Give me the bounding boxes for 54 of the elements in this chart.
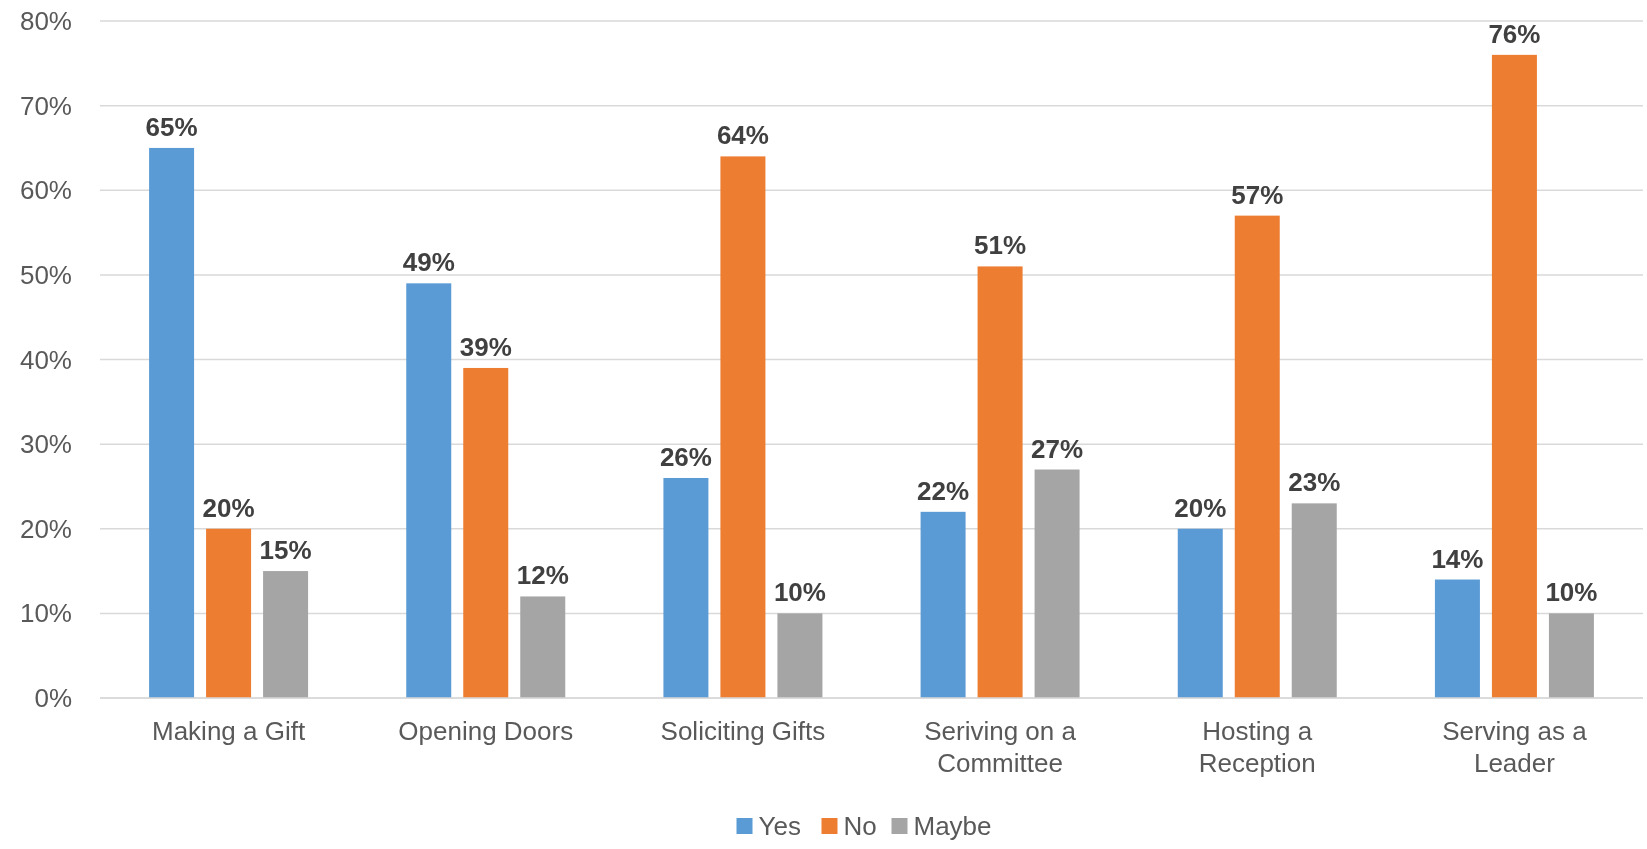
bar: [720, 156, 766, 698]
y-tick-label: 0%: [34, 683, 72, 714]
bar: [406, 283, 452, 698]
bar: [1491, 54, 1537, 698]
data-label: 15%: [259, 535, 312, 566]
data-label: 14%: [1431, 543, 1484, 574]
bar: [520, 596, 566, 698]
bar: [1177, 528, 1223, 698]
bar: [463, 367, 509, 698]
y-tick-label: 60%: [19, 175, 72, 206]
bar: [1548, 613, 1594, 698]
bar: [263, 571, 309, 698]
x-tick-label: Hosting a Reception: [1198, 716, 1316, 778]
data-label: 76%: [1488, 18, 1541, 49]
data-label: 20%: [202, 492, 255, 523]
data-label: 57%: [1231, 179, 1284, 210]
x-tick-label: Seriving on a Committee: [924, 716, 1077, 778]
x-tick-label: Soliciting Gifts: [660, 716, 826, 746]
bar: [149, 147, 195, 698]
data-label: 65%: [145, 111, 198, 142]
y-tick-label: 80%: [19, 6, 72, 37]
data-label: 22%: [917, 475, 970, 506]
y-tick-label: 70%: [19, 90, 72, 121]
bar: [1034, 469, 1080, 698]
data-label: 49%: [402, 247, 455, 278]
data-label: 23%: [1288, 467, 1341, 498]
y-tick-label: 20%: [19, 513, 72, 544]
data-label: 10%: [1545, 577, 1598, 608]
y-tick-label: 10%: [19, 598, 72, 629]
bar: [206, 528, 252, 698]
bar: [977, 266, 1023, 698]
data-label: 51%: [974, 230, 1027, 261]
x-tick-label: Serving as a Leader: [1442, 716, 1588, 778]
bar: [1234, 215, 1280, 698]
y-tick-label: 40%: [19, 344, 72, 375]
legend-label: Maybe: [913, 811, 992, 841]
data-label: 20%: [1174, 492, 1227, 523]
bar: [920, 511, 966, 698]
legend-label: Yes: [758, 811, 801, 841]
y-tick-label: 30%: [19, 429, 72, 460]
bar: [1291, 503, 1337, 698]
x-tick-label: Opening Doors: [398, 716, 574, 746]
x-tick-label: Making a Gift: [152, 716, 306, 746]
data-label: 10%: [773, 577, 826, 608]
legend-label: No: [843, 811, 877, 841]
bar: [777, 613, 823, 698]
data-label: 26%: [659, 441, 712, 472]
bar: [663, 477, 709, 698]
data-label: 12%: [516, 560, 569, 591]
data-label: 39%: [459, 331, 512, 362]
y-tick-label: 50%: [19, 259, 72, 290]
data-label: 27%: [1031, 433, 1084, 464]
data-label: 64%: [716, 120, 769, 151]
bar: [1434, 579, 1480, 698]
